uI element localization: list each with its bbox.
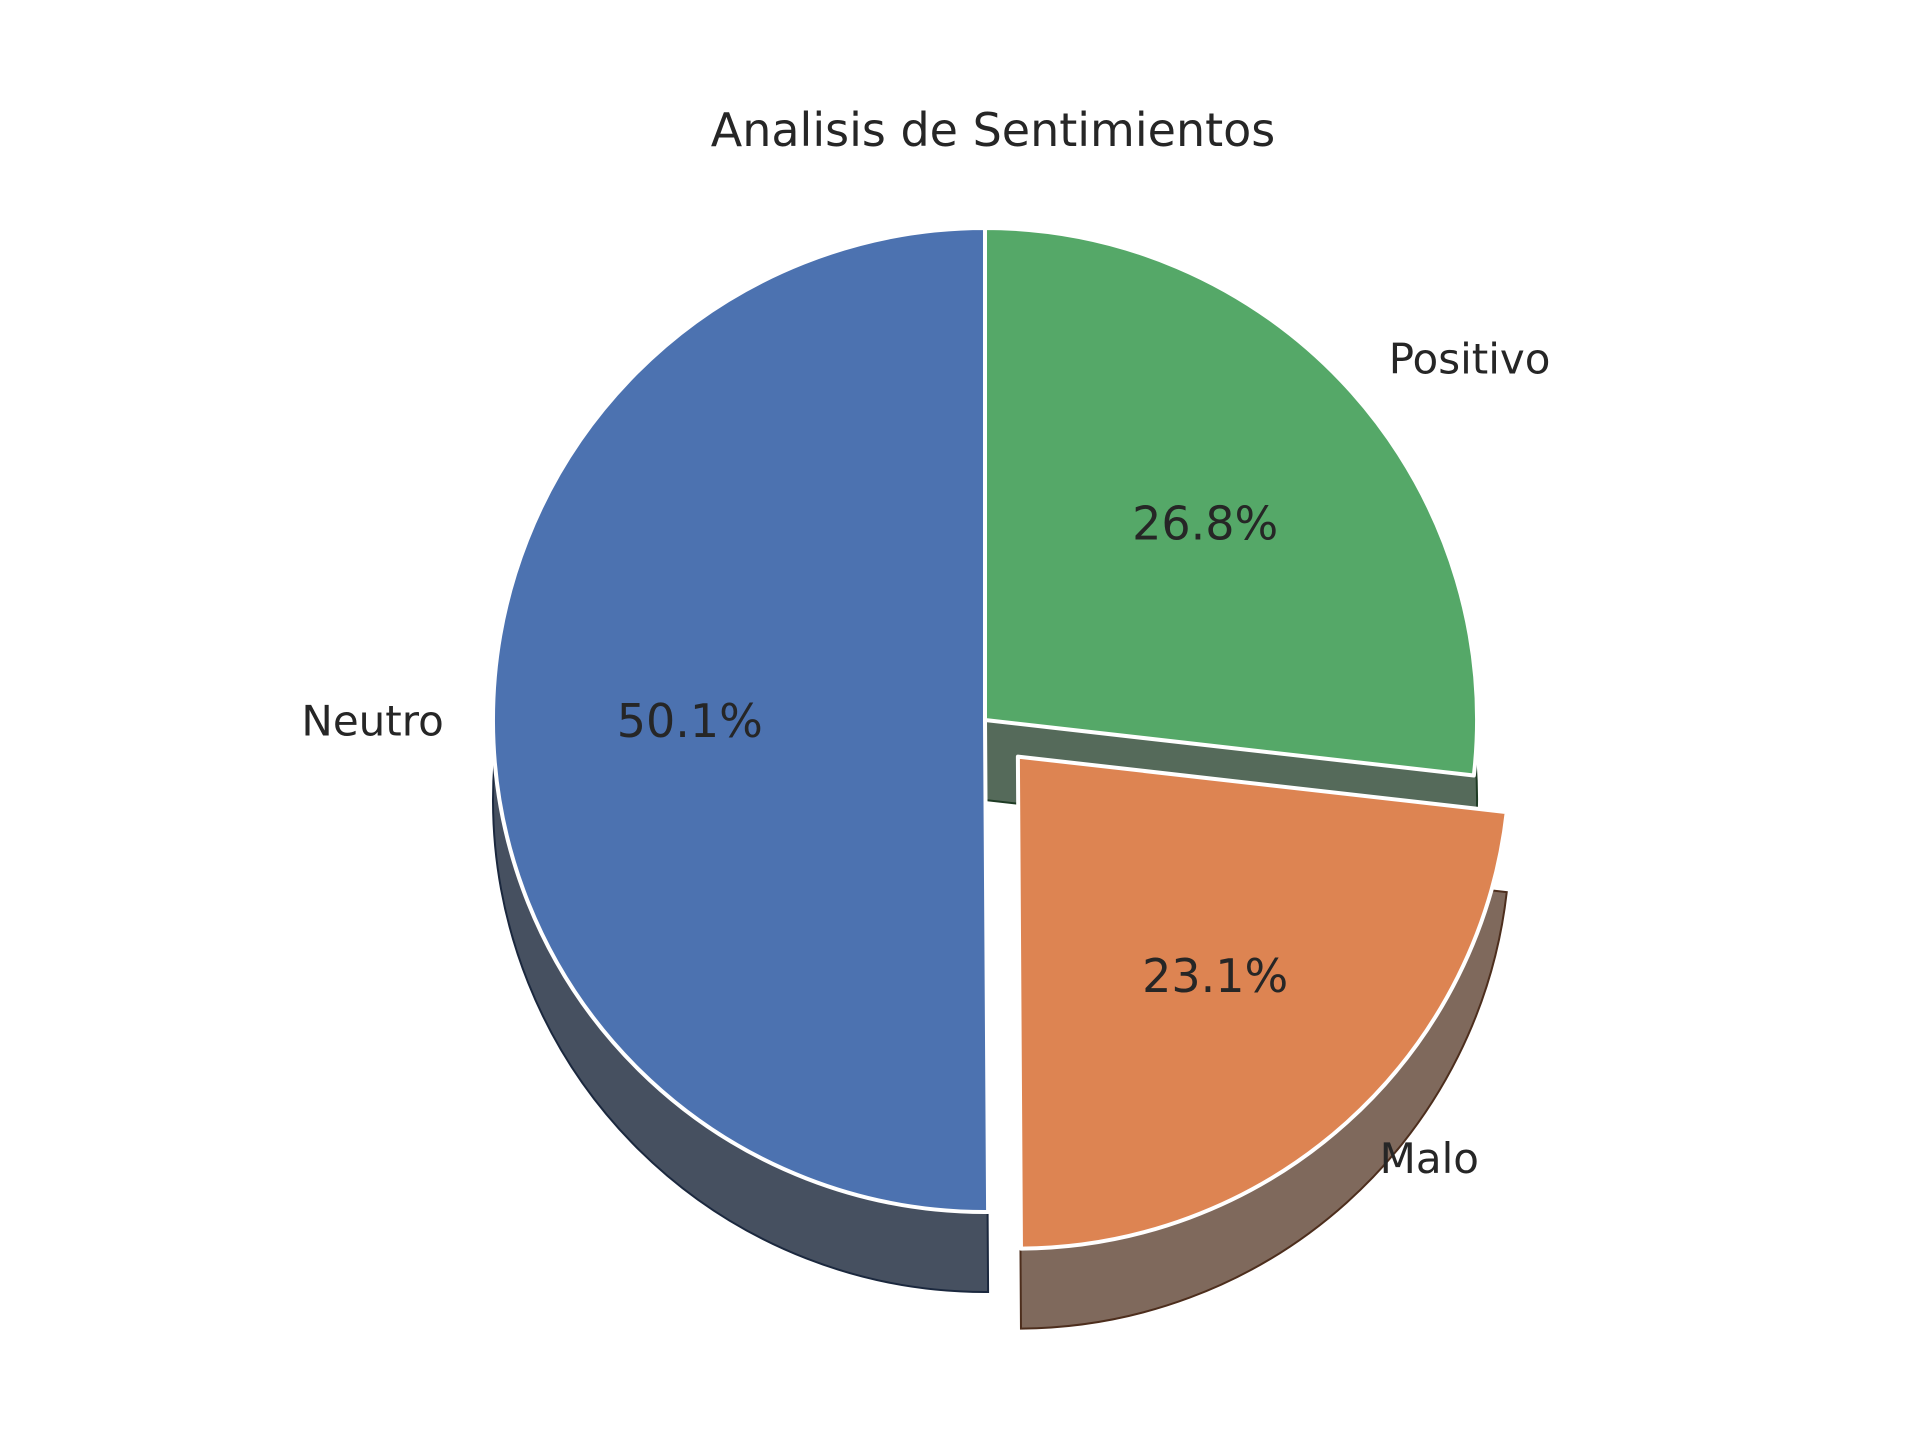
pct-label-positivo: 26.8% (1132, 496, 1278, 550)
chart-title: Analisis de Sentimientos (711, 103, 1276, 157)
slice-label-neutro: Neutro (301, 697, 443, 746)
slice-layer (490, 226, 1509, 1251)
pie-slice-positivo (983, 226, 1480, 778)
pct-label-neutro: 50.1% (617, 694, 763, 748)
slice-label-positivo: Positivo (1389, 335, 1551, 384)
pie-slice-malo (1015, 754, 1509, 1251)
pct-label-malo: 23.1% (1142, 949, 1288, 1003)
pie-slice-neutro (490, 226, 991, 1214)
slice-label-malo: Malo (1380, 1134, 1479, 1183)
label-layer: Neutro 50.1% Malo 23.1% Positivo 26.8% (301, 335, 1550, 1184)
